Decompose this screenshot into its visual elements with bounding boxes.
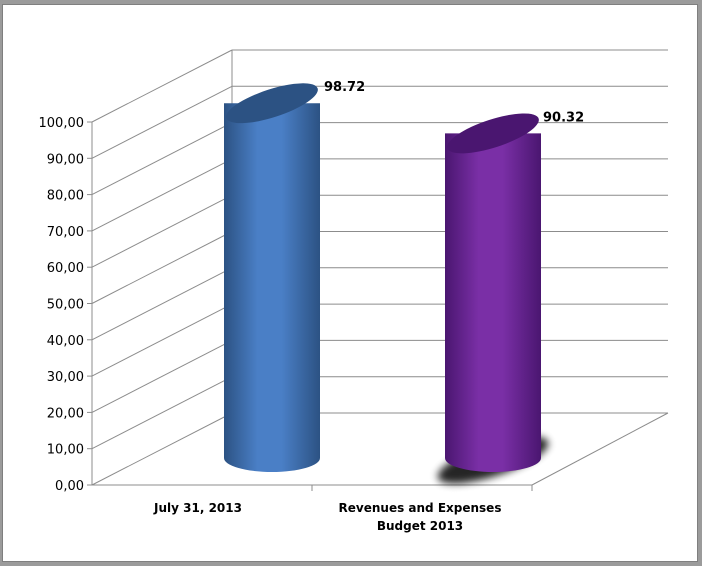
gridline-side-9 <box>91 85 233 159</box>
y-tick-label: 90,00 <box>47 152 84 167</box>
gridline-side-5 <box>91 231 233 304</box>
bar-1 <box>445 133 541 472</box>
gridline-side-6 <box>91 194 233 268</box>
floor-right-edge <box>531 412 669 486</box>
gridline-side-4 <box>91 267 233 341</box>
y-tick-label: 0,00 <box>55 479 84 494</box>
y-tick-label: 80,00 <box>47 189 84 204</box>
gridline-side-0 <box>91 412 233 486</box>
y-tick-label: 60,00 <box>47 261 84 276</box>
y-tick-label: 70,00 <box>47 225 84 240</box>
y-tick-label: 100,00 <box>39 116 85 131</box>
y-tick-label: 30,00 <box>47 370 84 385</box>
y-tick-label: 50,00 <box>47 298 84 313</box>
bar-top-1 <box>447 113 539 154</box>
gridline-side-2 <box>91 339 233 413</box>
y-tick-label: 20,00 <box>47 406 84 421</box>
y-tick-label: 40,00 <box>47 334 84 349</box>
gridline-side-3 <box>91 303 233 377</box>
category-label-1: Budget 2013 <box>377 519 463 533</box>
gridline-side-10 <box>91 49 233 123</box>
category-label-1: Revenues and Expenses <box>339 501 502 515</box>
data-label-1: 90.32 <box>543 110 584 125</box>
category-label-0: July 31, 2013 <box>153 501 242 515</box>
gridline-side-8 <box>91 122 233 196</box>
gridline-side-7 <box>91 158 233 232</box>
gridline-side-1 <box>91 376 233 450</box>
data-label-0: 98.72 <box>324 80 365 95</box>
y-tick-label: 10,00 <box>47 443 84 458</box>
bar-0 <box>224 103 320 473</box>
bar-top-0 <box>226 83 318 124</box>
chart-frame <box>2 4 698 562</box>
